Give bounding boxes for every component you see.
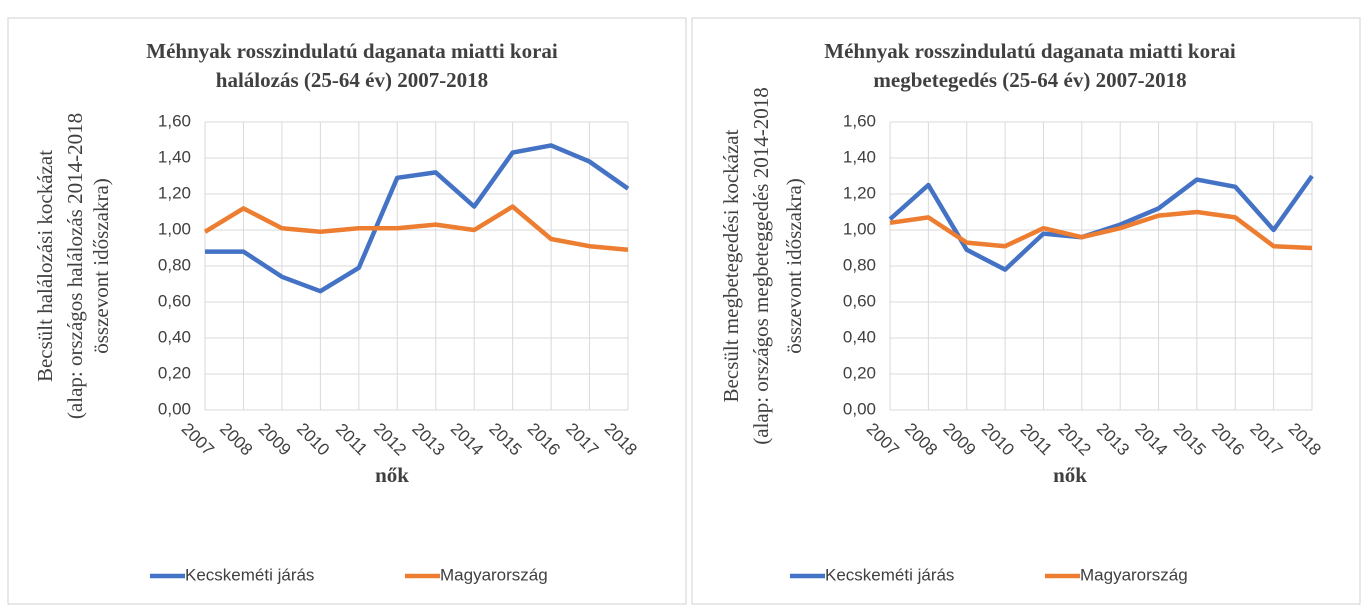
y-axis-label: összevont időszakra) (89, 178, 113, 354)
series-line (889, 209, 1313, 251)
y-tick-label: 0,80 (843, 255, 876, 274)
y-tick-label: 1,20 (158, 183, 191, 202)
legend-label: Kecskeméti járás (825, 565, 954, 584)
legend-label: Magyarország (1080, 565, 1188, 584)
x-axis-label: nők (1053, 463, 1087, 487)
y-tick-label: 1,00 (843, 219, 876, 238)
chart-title: halálozás (25-64 év) 2007-2018 (216, 68, 488, 92)
chart-title: megbetegedés (25-64 év) 2007-2018 (873, 68, 1186, 92)
legend-label: Kecskeméti járás (185, 565, 314, 584)
y-tick-label: 0,00 (843, 399, 876, 418)
y-tick-label: 1,20 (843, 183, 876, 202)
y-tick-label: 0,20 (158, 363, 191, 382)
series-line (205, 143, 630, 294)
y-axis-label: összevont időszakra) (782, 178, 806, 354)
y-axis-label: (alap: országos megbeteggedés 2014-2018 (749, 87, 773, 444)
y-tick-label: 1,40 (843, 147, 876, 166)
chart-title: Méhnyak rosszindulatú daganata miatti ko… (146, 39, 558, 63)
y-tick-label: 0,00 (158, 399, 191, 418)
y-tick-label: 1,40 (158, 147, 191, 166)
x-axis-label: nők (375, 463, 409, 487)
y-tick-label: 0,40 (843, 327, 876, 346)
y-axis-label: Becsült halálozási kockázat (33, 150, 57, 382)
panel (7, 17, 687, 605)
y-tick-label: 0,80 (158, 255, 191, 274)
series-line (203, 204, 629, 253)
panel (691, 17, 1361, 605)
y-tick-label: 0,20 (843, 363, 876, 382)
y-tick-label: 1,60 (843, 111, 876, 130)
legend-label: Magyarország (440, 565, 548, 584)
y-tick-label: 0,40 (158, 327, 191, 346)
y-tick-label: 1,60 (158, 111, 191, 130)
y-axis-label: Becsült megbetegedési kockázat (719, 129, 743, 402)
chart-title: Méhnyak rosszindulatú daganata miatti ko… (824, 39, 1236, 63)
y-tick-label: 1,00 (158, 219, 191, 238)
y-tick-label: 0,60 (843, 291, 876, 310)
y-tick-label: 0,60 (158, 291, 191, 310)
y-axis-label: (alap: országos halálozás 2014-2018 (63, 113, 87, 419)
